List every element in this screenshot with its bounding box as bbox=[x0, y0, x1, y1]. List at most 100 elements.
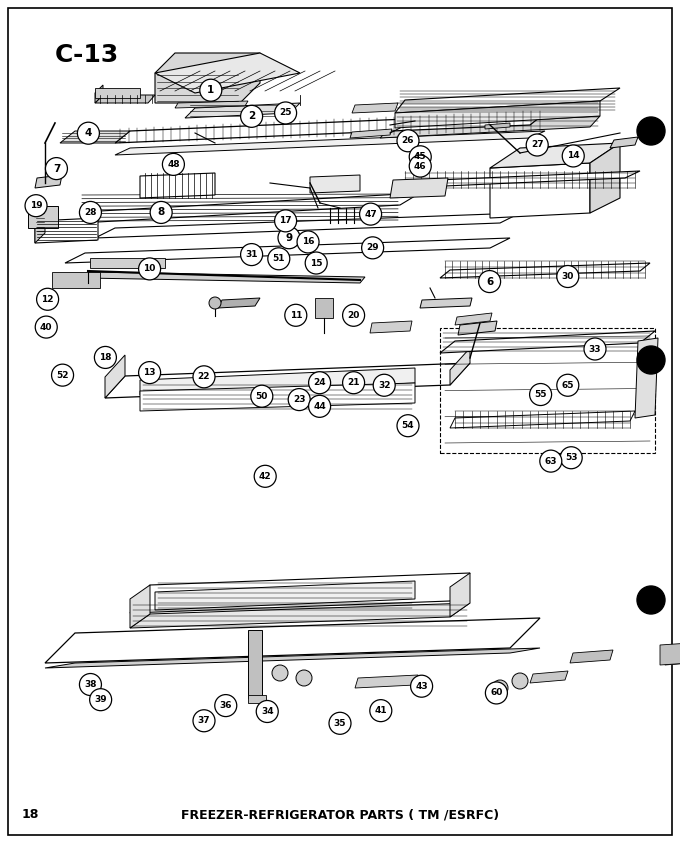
Text: 47: 47 bbox=[364, 210, 377, 218]
Circle shape bbox=[193, 366, 215, 388]
Polygon shape bbox=[420, 298, 472, 308]
Text: 33: 33 bbox=[589, 345, 601, 353]
Text: 19: 19 bbox=[30, 201, 42, 210]
Circle shape bbox=[268, 248, 290, 270]
Polygon shape bbox=[185, 103, 300, 118]
Circle shape bbox=[329, 712, 351, 734]
Text: 65: 65 bbox=[562, 381, 574, 389]
Circle shape bbox=[256, 701, 278, 722]
Bar bbox=[52, 272, 100, 288]
Polygon shape bbox=[35, 218, 98, 243]
Circle shape bbox=[637, 586, 665, 614]
Polygon shape bbox=[395, 88, 620, 113]
Circle shape bbox=[296, 670, 312, 686]
Text: 18: 18 bbox=[22, 808, 39, 821]
Circle shape bbox=[637, 346, 665, 374]
Text: 29: 29 bbox=[367, 244, 379, 252]
Polygon shape bbox=[60, 131, 130, 143]
Circle shape bbox=[193, 710, 215, 732]
Circle shape bbox=[275, 210, 296, 232]
Polygon shape bbox=[380, 116, 600, 138]
Polygon shape bbox=[440, 263, 650, 278]
Polygon shape bbox=[130, 603, 470, 628]
Polygon shape bbox=[570, 650, 613, 663]
Text: 8: 8 bbox=[158, 207, 165, 217]
Bar bbox=[90, 258, 165, 268]
Polygon shape bbox=[175, 101, 248, 108]
Circle shape bbox=[46, 158, 67, 180]
Polygon shape bbox=[35, 175, 62, 188]
Circle shape bbox=[343, 372, 364, 394]
Text: 11: 11 bbox=[290, 311, 302, 319]
Text: 28: 28 bbox=[84, 208, 97, 217]
Circle shape bbox=[370, 700, 392, 722]
Circle shape bbox=[163, 153, 184, 175]
Text: 21: 21 bbox=[347, 379, 360, 387]
Text: 31: 31 bbox=[245, 250, 258, 259]
Text: 63: 63 bbox=[545, 457, 557, 465]
Polygon shape bbox=[85, 272, 365, 283]
Text: 40: 40 bbox=[40, 323, 52, 331]
Circle shape bbox=[540, 450, 562, 472]
Text: 46: 46 bbox=[414, 162, 426, 170]
Circle shape bbox=[78, 122, 99, 144]
Polygon shape bbox=[218, 298, 260, 308]
Polygon shape bbox=[140, 383, 415, 411]
Polygon shape bbox=[665, 651, 680, 665]
Circle shape bbox=[360, 203, 381, 225]
Text: 39: 39 bbox=[95, 695, 107, 704]
Text: 4: 4 bbox=[85, 128, 92, 138]
Polygon shape bbox=[530, 671, 568, 683]
Circle shape bbox=[80, 201, 101, 223]
Text: 27: 27 bbox=[531, 141, 543, 149]
Circle shape bbox=[584, 338, 606, 360]
Polygon shape bbox=[490, 143, 620, 168]
Text: 51: 51 bbox=[273, 255, 285, 263]
Text: 38: 38 bbox=[84, 680, 97, 689]
Polygon shape bbox=[440, 331, 655, 353]
Polygon shape bbox=[65, 238, 510, 263]
Text: 32: 32 bbox=[378, 381, 390, 389]
Circle shape bbox=[80, 674, 101, 695]
Text: 15: 15 bbox=[310, 259, 322, 267]
Text: FREEZER-REFRIGERATOR PARTS ( TM /ESRFC): FREEZER-REFRIGERATOR PARTS ( TM /ESRFC) bbox=[181, 808, 499, 821]
Circle shape bbox=[560, 447, 582, 469]
Polygon shape bbox=[660, 643, 680, 665]
Text: 34: 34 bbox=[261, 707, 273, 716]
Polygon shape bbox=[95, 95, 155, 103]
Polygon shape bbox=[450, 411, 635, 428]
Circle shape bbox=[492, 680, 508, 696]
Polygon shape bbox=[95, 213, 520, 238]
Polygon shape bbox=[610, 137, 638, 148]
Circle shape bbox=[35, 316, 57, 338]
Circle shape bbox=[288, 389, 310, 411]
Text: 60: 60 bbox=[490, 689, 503, 697]
Polygon shape bbox=[155, 53, 300, 93]
Text: 41: 41 bbox=[375, 706, 387, 715]
Circle shape bbox=[530, 384, 551, 405]
Text: 18: 18 bbox=[99, 353, 112, 362]
Polygon shape bbox=[155, 53, 260, 103]
Text: 17: 17 bbox=[279, 217, 292, 225]
Text: 23: 23 bbox=[293, 395, 305, 404]
Polygon shape bbox=[395, 101, 600, 128]
Circle shape bbox=[409, 155, 431, 177]
Text: 30: 30 bbox=[562, 272, 574, 281]
Text: 45: 45 bbox=[414, 153, 426, 161]
Polygon shape bbox=[115, 113, 545, 143]
Text: 13: 13 bbox=[143, 368, 156, 377]
Polygon shape bbox=[450, 348, 470, 385]
Polygon shape bbox=[635, 338, 658, 418]
Text: 24: 24 bbox=[313, 379, 326, 387]
Circle shape bbox=[409, 146, 431, 168]
Circle shape bbox=[411, 675, 432, 697]
Circle shape bbox=[275, 102, 296, 124]
Text: 26: 26 bbox=[402, 137, 414, 145]
Text: 53: 53 bbox=[565, 454, 577, 462]
Circle shape bbox=[309, 372, 330, 394]
Circle shape bbox=[241, 244, 262, 266]
Polygon shape bbox=[45, 648, 540, 668]
Text: 25: 25 bbox=[279, 109, 292, 117]
Text: 50: 50 bbox=[256, 392, 268, 400]
Circle shape bbox=[241, 105, 262, 127]
